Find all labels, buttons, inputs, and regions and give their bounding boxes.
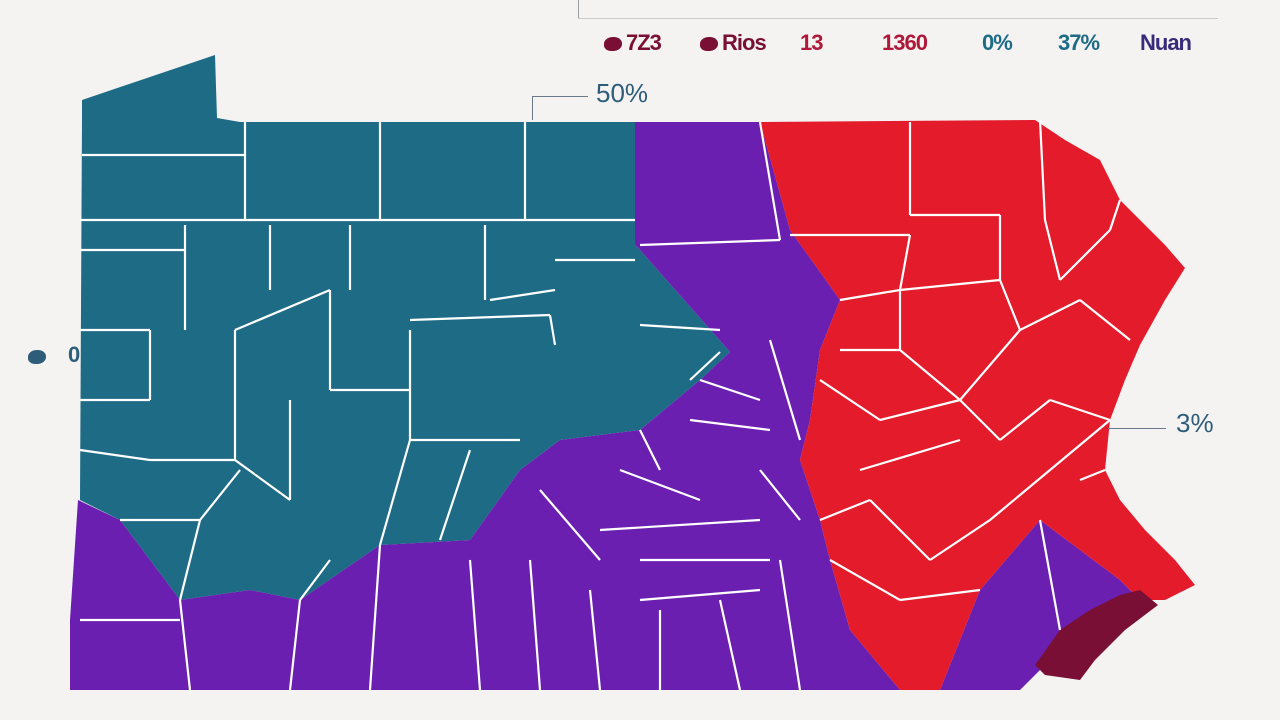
callout-leader — [1108, 428, 1166, 429]
region-purple — [70, 122, 900, 690]
county-borders — [79, 119, 1131, 691]
region-teal — [80, 55, 730, 600]
callout-leader — [532, 96, 533, 120]
callout-east: 3% — [1176, 408, 1214, 438]
legend-item: Rios — [700, 30, 767, 56]
legend-item: 1360 — [882, 30, 928, 55]
legend-item: 13 — [800, 30, 824, 55]
callout-leader — [532, 96, 588, 97]
legend-item: 7Z3 — [604, 30, 662, 56]
region-purple-se — [940, 520, 1140, 690]
legend-item: 37% — [1058, 30, 1100, 55]
callout-north: 50% — [596, 78, 649, 108]
frame-line — [578, 0, 579, 18]
legend-item: Nuan — [1140, 30, 1192, 55]
blob-icon — [604, 37, 622, 52]
region-maroon — [1035, 590, 1158, 680]
blob-icon — [700, 37, 718, 52]
callout-west: 0 — [68, 342, 81, 367]
region-red — [760, 120, 1195, 690]
frame-line — [578, 18, 1218, 19]
legend-item: 0% — [982, 30, 1013, 55]
blob-icon — [28, 350, 46, 364]
